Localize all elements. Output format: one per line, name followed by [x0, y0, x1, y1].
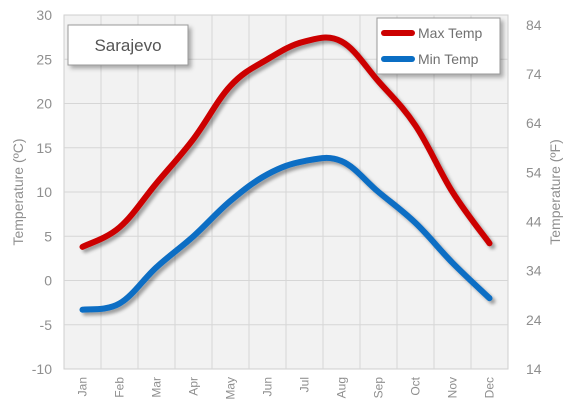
y-tick-label: 0 — [44, 273, 52, 289]
x-tick-label: Aug — [335, 377, 349, 398]
x-tick-label: Jul — [298, 377, 312, 392]
y2-tick-label: 24 — [526, 312, 542, 328]
y2-tick-label: 84 — [526, 17, 542, 33]
legend: Max Temp Min Temp — [376, 17, 501, 75]
y-tick-label: 10 — [36, 184, 52, 200]
y2-tick-label: 64 — [526, 115, 542, 131]
y-axis-left: -10 -5 0 5 10 15 20 25 30 — [32, 7, 52, 377]
x-tick-label: May — [224, 377, 238, 400]
y2-tick-label: 54 — [526, 164, 542, 180]
legend-label-min-temp: Min Temp — [418, 51, 479, 67]
y-tick-label: -5 — [40, 317, 53, 333]
y2-tick-label: 34 — [526, 263, 542, 279]
series-layer — [79, 34, 493, 313]
y2-axis-title: Temperature (ºF) — [547, 139, 563, 244]
x-tick-label: Jan — [76, 377, 90, 396]
y2-tick-label: 44 — [526, 214, 542, 230]
y-tick-label: -10 — [32, 361, 52, 377]
y-axis-title: Temperature (ºC) — [10, 138, 26, 245]
x-tick-label: Oct — [409, 376, 423, 395]
x-axis: Jan Feb Mar Apr May Jun Jul Aug Sep Oct Nov Dec — [76, 376, 497, 399]
x-tick-label: Apr — [187, 377, 201, 396]
legend-label-max-temp: Max Temp — [418, 25, 483, 41]
x-tick-label: Nov — [446, 377, 460, 398]
chart-title: Sarajevo — [94, 36, 161, 55]
y-tick-label: 20 — [36, 96, 52, 112]
vertical-gridlines — [100, 15, 472, 369]
series-line-min-temp — [79, 154, 493, 313]
x-tick-label: Mar — [150, 377, 164, 398]
y-axis-right: 14 24 34 44 54 64 74 84 — [526, 17, 542, 377]
x-tick-label: Dec — [483, 377, 497, 398]
y-tick-label: 25 — [36, 51, 52, 67]
series-line-max-temp — [79, 34, 493, 250]
y-tick-label: 30 — [36, 7, 52, 23]
x-tick-label: Feb — [113, 377, 127, 398]
y-tick-label: 15 — [36, 140, 52, 156]
title-box: Sarajevo — [67, 24, 189, 66]
y-tick-label: 5 — [44, 228, 52, 244]
x-tick-label: Jun — [261, 377, 275, 396]
y2-tick-label: 74 — [526, 66, 542, 82]
y2-tick-label: 14 — [526, 361, 542, 377]
x-tick-label: Sep — [372, 377, 386, 399]
